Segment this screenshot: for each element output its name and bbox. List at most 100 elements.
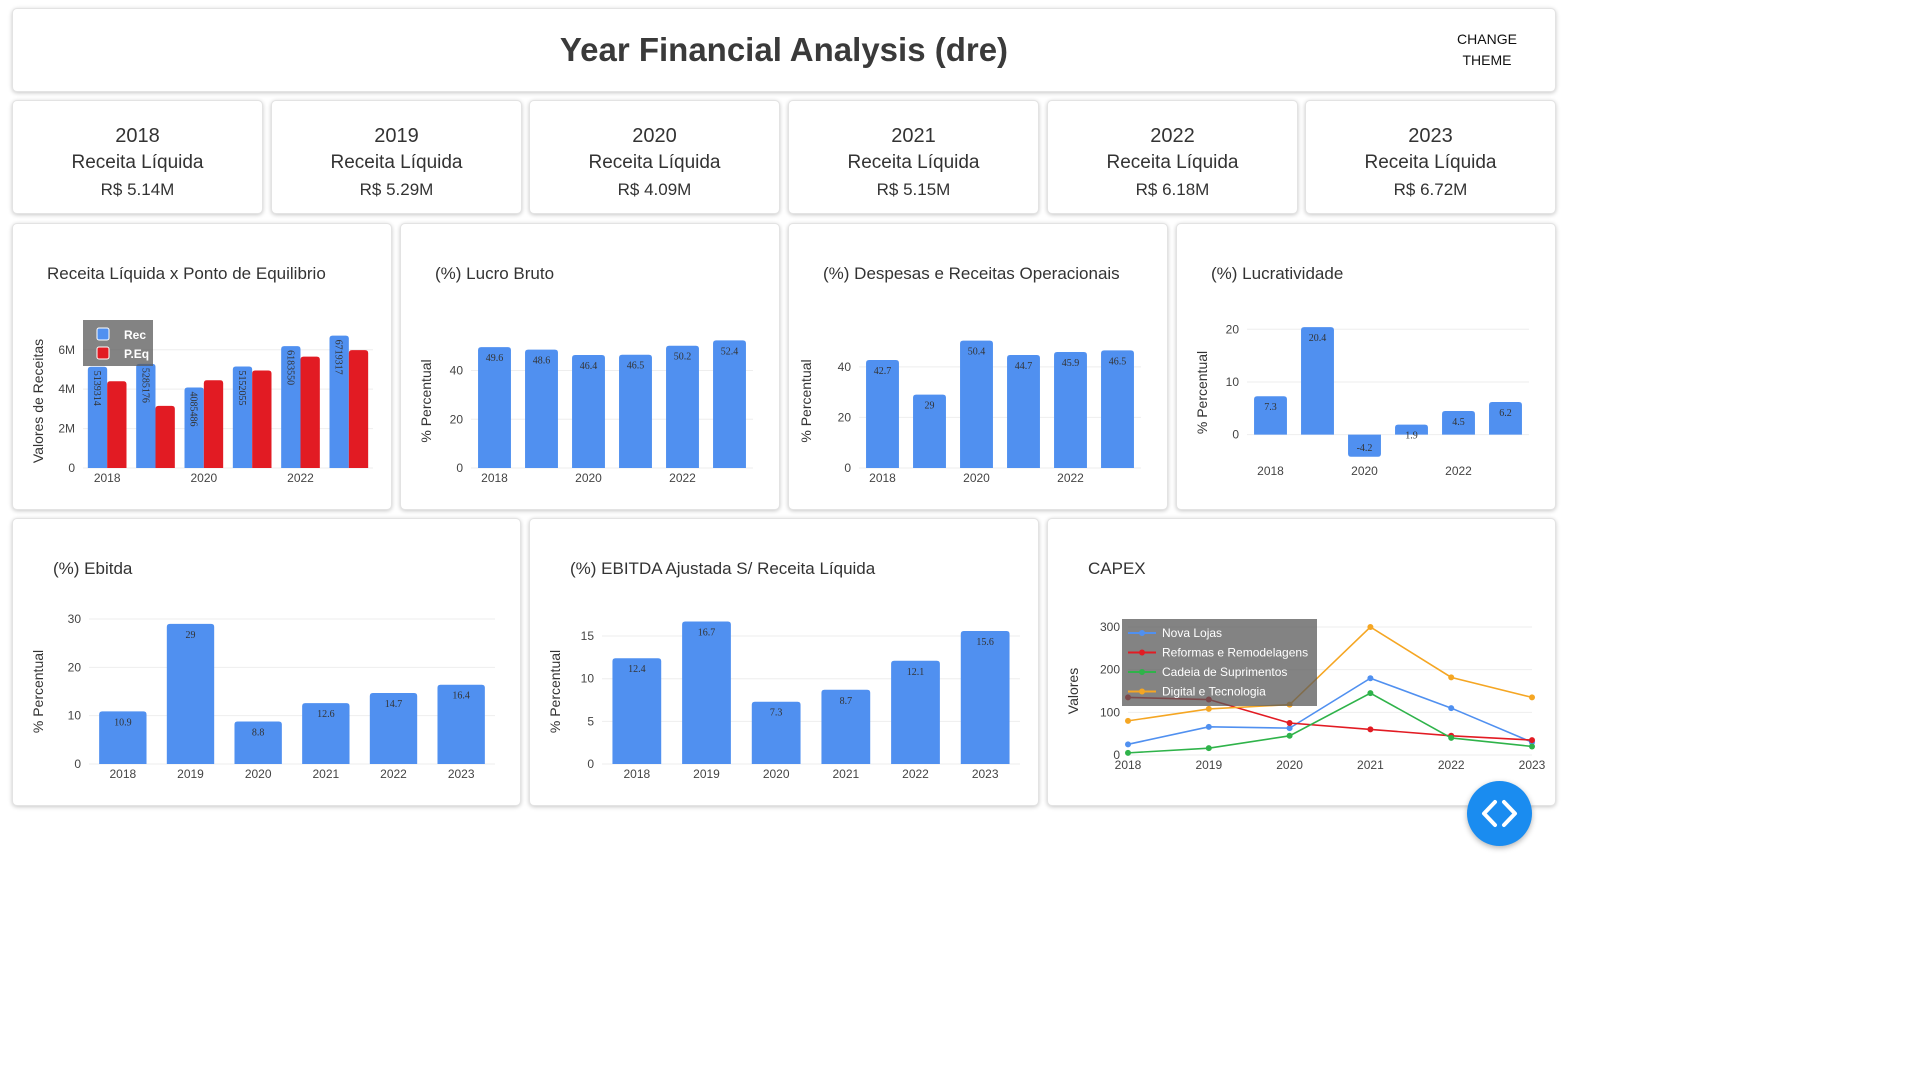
data-label: 16.4 <box>452 691 470 702</box>
y-tick-label: 20 <box>450 412 464 426</box>
data-point <box>1286 732 1293 739</box>
rec-bar <box>87 366 108 468</box>
kpi-label: Receita Líquida <box>588 152 721 173</box>
kpi-value: R$ 4.09M <box>617 180 692 199</box>
y-tick-label: 0 <box>74 757 81 771</box>
y-axis-label: % Percentual <box>547 650 563 733</box>
header-card: Year Financial Analysis (dre) CHANGE THE… <box>12 8 1556 92</box>
peq-bar <box>252 370 272 468</box>
data-label: 15.6 <box>976 637 994 648</box>
lucratividade-chart: 0 10 20 % Percentual 2018 2020 2022 7.3 20.4 -4.2… <box>1194 322 1529 478</box>
data-label: 29 <box>925 401 935 412</box>
series-line <box>1127 692 1533 754</box>
y-tick-label: 5 <box>587 714 594 728</box>
data-point <box>1529 737 1535 744</box>
legend-label: Nova Lojas <box>1162 626 1222 640</box>
rec-bar <box>329 335 349 468</box>
kpi-year: 2020 <box>632 125 677 147</box>
y-tick-label: 4M <box>58 382 75 396</box>
y-axis-label: % Percentual <box>30 650 46 733</box>
x-tick-label: 2023 <box>448 767 475 781</box>
chart-title: (%) Lucro Bruto <box>435 264 555 283</box>
peq-bar <box>203 380 224 468</box>
bar <box>1442 410 1475 435</box>
data-label: 20.4 <box>1309 333 1327 344</box>
capex-chart: 0 100 200 300 Valores 2018 2019 2020 2021 2022 202… <box>1065 619 1546 772</box>
bar <box>234 721 282 764</box>
ebitda-chart: 0 10 20 30 % Percentual 2018 2019 2020 2021 2022 2… <box>30 612 495 781</box>
kpi-year: 2019 <box>374 125 419 147</box>
bar <box>1101 350 1134 468</box>
legend-label: Digital e Tecnologia <box>1162 685 1266 699</box>
chart-card-ebitda: (%) Ebitda 0 10 20 30 % Percentual 2018 2019 20… <box>12 518 521 806</box>
y-tick-label: 20 <box>1226 322 1240 336</box>
bar <box>437 684 485 764</box>
x-tick-label: 2020 <box>763 767 790 781</box>
data-label: 42.7 <box>874 366 892 377</box>
bar <box>1254 396 1287 435</box>
x-tick-label: 2018 <box>1115 758 1142 772</box>
data-point <box>1367 726 1374 733</box>
data-label: 5139314 <box>91 371 102 406</box>
chart-card-receita-vs-equilibrio: Receita Líquida x Ponto de Equilibrio 0 2… <box>12 223 392 510</box>
x-tick-label: 2020 <box>963 471 990 485</box>
bar <box>751 701 801 764</box>
y-tick-label: 10 <box>1226 375 1240 389</box>
y-tick-label: 0 <box>456 461 463 475</box>
data-label: 49.6 <box>486 353 504 364</box>
series-line <box>1127 625 1533 722</box>
legend-label: Rec <box>124 328 146 342</box>
x-tick-label: 2020 <box>245 767 272 781</box>
bar <box>1301 327 1334 435</box>
data-label: 50.2 <box>674 352 692 363</box>
chart-card-despesas-receitas: (%) Despesas e Receitas Operacionais 0 20… <box>788 223 1168 510</box>
code-view-button[interactable] <box>1467 781 1532 846</box>
data-label: 12.6 <box>317 709 335 720</box>
data-point <box>1367 624 1374 630</box>
data-label: 5152055 <box>236 370 247 405</box>
bar <box>1054 351 1087 468</box>
bar <box>821 689 871 764</box>
data-label: 4.5 <box>1452 417 1465 428</box>
y-tick-label: 200 <box>1100 663 1120 677</box>
y-tick-label: 15 <box>581 629 595 643</box>
bar <box>960 630 1010 764</box>
data-point <box>1125 717 1131 724</box>
y-tick-label: 0 <box>1232 428 1239 442</box>
data-label: 4085486 <box>188 391 199 426</box>
kpi-value: R$ 5.15M <box>876 180 951 199</box>
y-axis-label: % Percentual <box>798 359 814 442</box>
legend-swatch-dot <box>1139 688 1145 695</box>
data-label: 14.7 <box>385 699 403 710</box>
kpi-card-2022: 2022 Receita Líquida R$ 6.18M <box>1047 100 1298 214</box>
change-theme-button[interactable]: CHANGE THEME <box>1457 31 1517 68</box>
legend-swatch <box>96 346 110 360</box>
x-tick-label: 2018 <box>481 471 508 485</box>
data-point <box>1205 723 1212 730</box>
x-tick-label: 2021 <box>1357 758 1384 772</box>
data-point <box>1125 749 1131 756</box>
x-tick-label: 2018 <box>94 471 121 485</box>
y-tick-label: 0 <box>68 461 75 475</box>
legend-label: Cadeia de Suprimentos <box>1162 665 1287 679</box>
receita-equilibrio-chart: 0 2M 4M 6M Valores de Receitas 2018 2020 2022 51… <box>30 320 373 485</box>
data-label: 48.6 <box>533 356 551 367</box>
data-point <box>1205 745 1212 752</box>
legend-label: Reformas e Remodelagens <box>1162 646 1308 660</box>
y-tick-label: 300 <box>1100 620 1120 634</box>
series-line <box>1127 677 1533 746</box>
bar <box>713 340 746 468</box>
y-tick-label: 20 <box>838 410 852 424</box>
y-tick-label: 2M <box>58 422 75 436</box>
data-label: 46.4 <box>580 361 598 372</box>
kpi-label: Receita Líquida <box>1106 152 1239 173</box>
data-point <box>1286 725 1293 732</box>
x-tick-label: 2018 <box>109 767 136 781</box>
bar <box>99 711 147 764</box>
data-point <box>1529 694 1535 701</box>
y-tick-label: 100 <box>1100 705 1120 719</box>
kpi-card-2019: 2019 Receita Líquida R$ 5.29M <box>271 100 522 214</box>
x-tick-label: 2019 <box>177 767 204 781</box>
y-axis-label: Valores de Receitas <box>30 339 46 463</box>
bar <box>525 349 558 468</box>
